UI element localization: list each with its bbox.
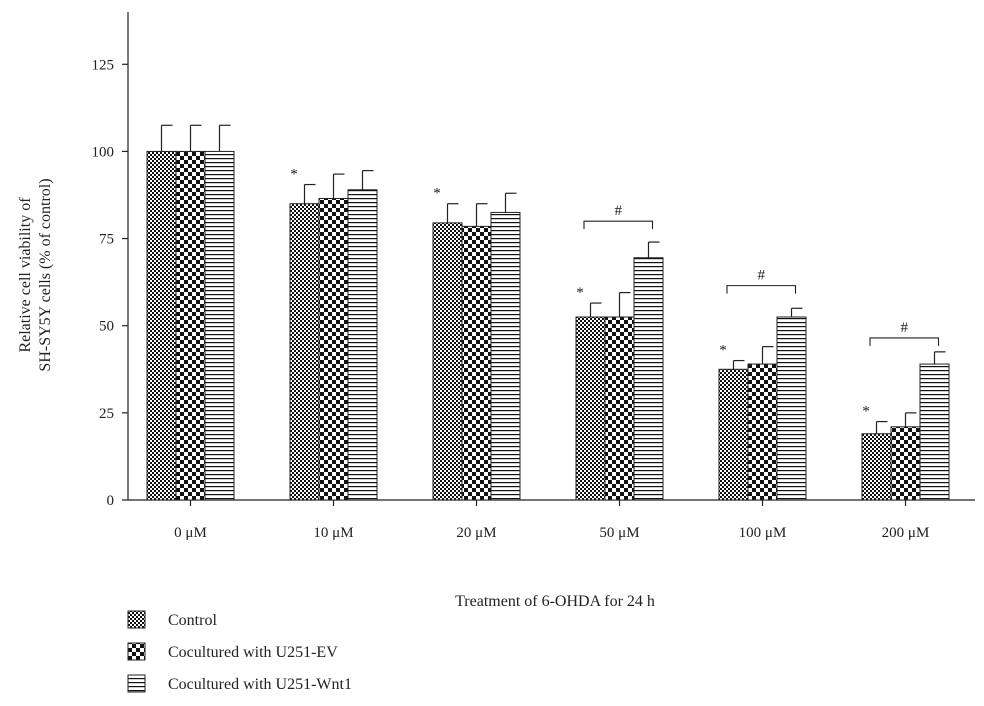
y-tick-label: 25 — [99, 406, 114, 422]
x-tick-label: 50 μM — [599, 525, 639, 541]
significance-star: * — [433, 186, 441, 202]
bar — [347, 189, 378, 501]
x-tick-label: 20 μM — [456, 525, 496, 541]
significance-hash: # — [901, 320, 909, 336]
x-axis-title: Treatment of 6-OHDA for 24 h — [455, 593, 655, 610]
bar — [318, 197, 349, 501]
significance-bracket — [583, 220, 654, 230]
annotations: * * * * * # # # — [290, 167, 940, 420]
significance-star: * — [862, 404, 870, 420]
significance-bracket — [726, 285, 797, 294]
x-tick-label: 10 μM — [313, 525, 353, 541]
legend: Control Cocultured with U251-EV Cocultured… — [127, 610, 352, 693]
significance-star: * — [719, 343, 727, 359]
bar — [289, 203, 320, 501]
bar — [718, 368, 749, 501]
bar — [747, 363, 778, 501]
bar — [432, 222, 463, 501]
x-tick-label: 0 μM — [174, 525, 207, 541]
bar — [575, 316, 606, 501]
bar — [776, 316, 807, 501]
x-tick-label: 100 μM — [739, 525, 787, 541]
y-tick-label: 125 — [92, 57, 115, 73]
legend-label: Cocultured with U251-EV — [168, 644, 338, 661]
y-axis-title-line-2: SH-SY5Y cells (% of control) — [37, 178, 54, 371]
significance-bracket — [869, 337, 940, 346]
legend-swatch — [127, 610, 146, 629]
bar — [890, 426, 921, 501]
significance-star: * — [290, 167, 298, 183]
y-tick-label: 50 — [99, 319, 114, 335]
bars — [146, 124, 950, 501]
y-tick-label: 0 — [107, 493, 115, 509]
legend-label: Cocultured with U251-Wnt1 — [168, 676, 352, 693]
significance-star: * — [576, 285, 584, 301]
bar — [461, 225, 492, 501]
legend-swatch — [127, 642, 146, 661]
y-tick-label: 75 — [99, 232, 114, 248]
bar — [175, 150, 206, 501]
bar — [633, 257, 664, 501]
legend-label: Control — [168, 612, 217, 629]
bar — [604, 316, 635, 501]
bar — [204, 150, 235, 501]
bar — [861, 433, 892, 501]
y-tick-label: 100 — [92, 144, 115, 160]
bar — [490, 211, 521, 501]
bar — [919, 363, 950, 501]
axes: 0 25 50 75 100 125 0 μM 10 μM 20 μM 50 μM 100 μM 20… — [92, 12, 975, 541]
significance-hash: # — [615, 203, 623, 219]
bar — [146, 150, 177, 501]
x-tick-label: 200 μM — [882, 525, 930, 541]
legend-swatch — [127, 674, 146, 693]
y-axis-title-line-1: Relative cell viability of — [17, 197, 34, 353]
significance-hash: # — [758, 268, 766, 284]
